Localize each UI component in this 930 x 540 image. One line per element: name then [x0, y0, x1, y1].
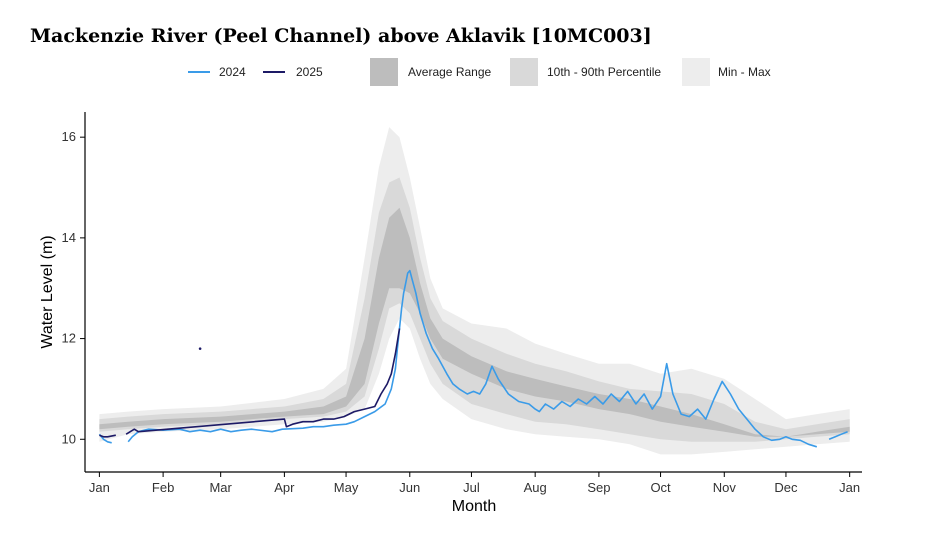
x-tick-label: Mar	[209, 480, 232, 495]
x-tick-label: Jun	[399, 480, 420, 495]
legend-percentile-swatch	[510, 58, 538, 86]
x-tick-label: Feb	[152, 480, 174, 495]
percentile-band	[99, 177, 850, 442]
legend-2024-label: 2024	[219, 65, 246, 79]
x-tick-label: Jan	[89, 480, 110, 495]
line-layer	[98, 269, 848, 448]
y-tick-label: 12	[62, 331, 76, 346]
x-tick-label: May	[334, 480, 359, 495]
x-axis-title: Month	[452, 498, 496, 515]
chart-title: Mackenzie River (Peel Channel) above Akl…	[30, 25, 652, 47]
x-axis-ticks: Jan Feb Mar Apr May Jun Jul Aug Sep Oct Nov Dec Jan	[89, 472, 860, 495]
x-tick-label: Sep	[587, 480, 610, 495]
x-tick-label: Jan	[839, 480, 860, 495]
legend-2025-label: 2025	[296, 65, 323, 79]
legend-percentile-label: 10th - 90th Percentile	[547, 65, 661, 79]
x-tick-label: Aug	[524, 480, 547, 495]
x-tick-label: Jul	[463, 480, 480, 495]
x-tick-label: Apr	[274, 480, 295, 495]
legend-average-range-swatch	[370, 58, 398, 86]
x-tick-label: Oct	[650, 480, 671, 495]
y-tick-label: 14	[62, 230, 76, 245]
y-axis-title: Water Level (m)	[39, 235, 56, 348]
y-tick-label: 16	[62, 129, 76, 144]
series-2025-point	[198, 347, 202, 350]
legend: 2024 2025 Average Range 10th - 90th Perc…	[188, 58, 771, 86]
legend-min-max-swatch	[682, 58, 710, 86]
series-2025-line	[99, 328, 401, 438]
x-tick-label: Dec	[774, 480, 798, 495]
band-layer	[99, 127, 850, 455]
legend-min-max-label: Min - Max	[718, 65, 771, 79]
plot-area	[98, 127, 850, 455]
x-tick-label: Nov	[713, 480, 737, 495]
legend-average-range-label: Average Range	[408, 65, 492, 79]
y-axis-ticks: 10 12 14 16	[62, 129, 85, 446]
y-tick-label: 10	[62, 431, 76, 446]
